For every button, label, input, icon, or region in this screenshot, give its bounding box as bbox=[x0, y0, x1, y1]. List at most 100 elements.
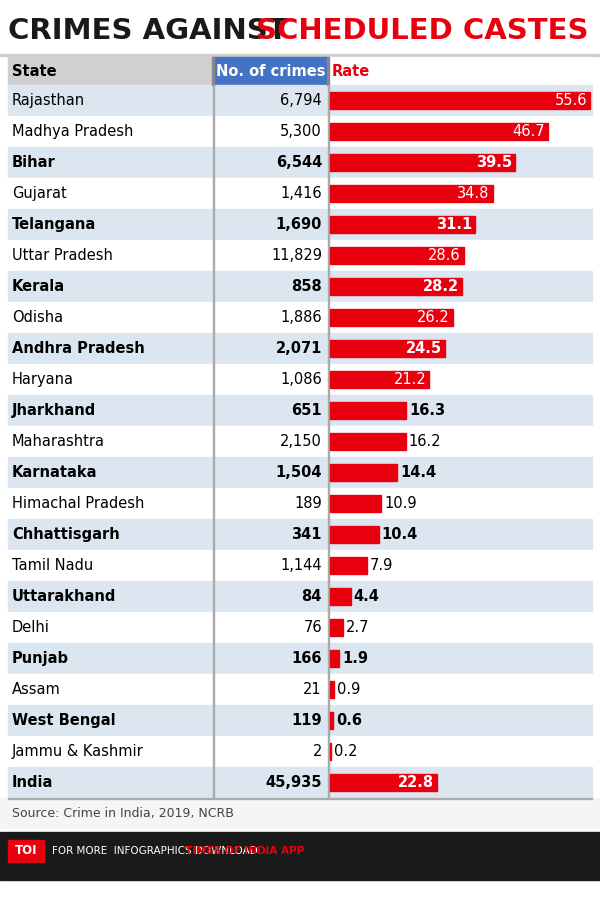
Text: Source: Crime in India, 2019, NCRB: Source: Crime in India, 2019, NCRB bbox=[12, 806, 234, 820]
Bar bbox=[8, 705, 592, 736]
Bar bbox=[8, 271, 592, 302]
Text: Maharashtra: Maharashtra bbox=[12, 434, 105, 449]
Text: 1.9: 1.9 bbox=[342, 651, 368, 666]
Text: 1,086: 1,086 bbox=[280, 372, 322, 387]
Bar bbox=[328, 767, 329, 798]
Bar bbox=[8, 767, 592, 798]
Bar bbox=[328, 488, 329, 519]
Text: 651: 651 bbox=[292, 403, 322, 418]
Bar bbox=[330, 339, 445, 358]
Bar bbox=[330, 433, 406, 450]
Bar bbox=[330, 247, 464, 264]
Bar bbox=[328, 147, 329, 178]
Text: 26.2: 26.2 bbox=[417, 310, 449, 325]
Text: 34.8: 34.8 bbox=[457, 186, 490, 201]
Text: 1,416: 1,416 bbox=[280, 186, 322, 201]
Text: Telangana: Telangana bbox=[12, 217, 96, 232]
Text: 84: 84 bbox=[302, 589, 322, 604]
Text: 0.2: 0.2 bbox=[334, 744, 358, 759]
Bar bbox=[0, 798, 600, 828]
Text: Jammu & Kashmir: Jammu & Kashmir bbox=[12, 744, 144, 759]
Bar bbox=[212, 674, 214, 705]
Text: 4.4: 4.4 bbox=[353, 589, 379, 604]
Text: 341: 341 bbox=[292, 527, 322, 542]
Text: 45,935: 45,935 bbox=[265, 775, 322, 790]
Bar bbox=[330, 494, 381, 513]
Bar bbox=[328, 240, 329, 271]
Text: Karnataka: Karnataka bbox=[12, 465, 97, 480]
Bar bbox=[212, 612, 214, 643]
Bar bbox=[330, 774, 437, 791]
Text: Assam: Assam bbox=[12, 682, 61, 697]
Bar bbox=[212, 333, 214, 364]
Text: 2: 2 bbox=[313, 744, 322, 759]
Bar bbox=[8, 426, 592, 457]
Text: Punjab: Punjab bbox=[12, 651, 69, 666]
Text: 119: 119 bbox=[292, 713, 322, 728]
Text: Madhya Pradesh: Madhya Pradesh bbox=[12, 124, 133, 139]
Text: 76: 76 bbox=[304, 620, 322, 635]
Bar bbox=[8, 736, 592, 767]
Bar bbox=[212, 209, 214, 240]
Bar bbox=[8, 302, 592, 333]
Bar bbox=[212, 57, 214, 85]
Bar bbox=[8, 488, 592, 519]
Text: Bihar: Bihar bbox=[12, 155, 56, 170]
Text: Rate: Rate bbox=[332, 63, 370, 79]
Text: 31.1: 31.1 bbox=[436, 217, 472, 232]
Text: 21: 21 bbox=[304, 682, 322, 697]
Text: Gujarat: Gujarat bbox=[12, 186, 67, 201]
Bar bbox=[212, 302, 214, 333]
Text: India: India bbox=[12, 775, 53, 790]
Bar bbox=[8, 364, 592, 395]
Bar bbox=[8, 240, 592, 271]
Bar bbox=[328, 581, 329, 612]
Text: 39.5: 39.5 bbox=[476, 155, 512, 170]
Text: 2,071: 2,071 bbox=[275, 341, 322, 356]
Bar bbox=[8, 550, 592, 581]
Text: 0.6: 0.6 bbox=[336, 713, 362, 728]
Bar bbox=[212, 178, 214, 209]
Text: SCHEDULED CASTES: SCHEDULED CASTES bbox=[256, 17, 589, 45]
Bar bbox=[213, 57, 328, 85]
Bar bbox=[330, 712, 333, 730]
Text: 10.9: 10.9 bbox=[384, 496, 416, 511]
Text: Tamil Nadu: Tamil Nadu bbox=[12, 558, 93, 573]
Bar bbox=[212, 271, 214, 302]
Bar bbox=[8, 612, 592, 643]
Bar bbox=[212, 240, 214, 271]
Bar bbox=[330, 184, 493, 203]
Bar bbox=[212, 147, 214, 178]
Bar bbox=[8, 519, 592, 550]
Bar bbox=[330, 278, 462, 295]
Bar bbox=[328, 519, 329, 550]
Bar bbox=[8, 395, 592, 426]
Text: 46.7: 46.7 bbox=[513, 124, 545, 139]
Text: Jharkhand: Jharkhand bbox=[12, 403, 96, 418]
Bar bbox=[330, 618, 343, 636]
Bar bbox=[328, 643, 329, 674]
Text: TIMES OF INDIA APP: TIMES OF INDIA APP bbox=[185, 846, 304, 856]
Text: 28.2: 28.2 bbox=[423, 279, 459, 294]
Text: 16.3: 16.3 bbox=[409, 403, 445, 418]
Text: 55.6: 55.6 bbox=[554, 93, 587, 108]
Bar bbox=[0, 832, 600, 880]
Text: Andhra Pradesh: Andhra Pradesh bbox=[12, 341, 145, 356]
Bar bbox=[8, 840, 44, 862]
Bar bbox=[0, 54, 600, 56]
Text: 14.4: 14.4 bbox=[400, 465, 436, 480]
Text: No. of crimes: No. of crimes bbox=[216, 63, 325, 79]
Bar bbox=[8, 643, 592, 674]
Bar bbox=[328, 457, 329, 488]
Bar bbox=[212, 705, 214, 736]
Bar bbox=[8, 209, 592, 240]
Bar bbox=[328, 736, 329, 767]
Bar bbox=[330, 123, 548, 140]
Bar bbox=[8, 457, 592, 488]
Bar bbox=[328, 333, 329, 364]
Text: Chhattisgarh: Chhattisgarh bbox=[12, 527, 120, 542]
Bar bbox=[0, 2, 600, 54]
Text: 6,794: 6,794 bbox=[280, 93, 322, 108]
Bar bbox=[212, 519, 214, 550]
Text: CRIMES AGAINST: CRIMES AGAINST bbox=[8, 17, 298, 45]
